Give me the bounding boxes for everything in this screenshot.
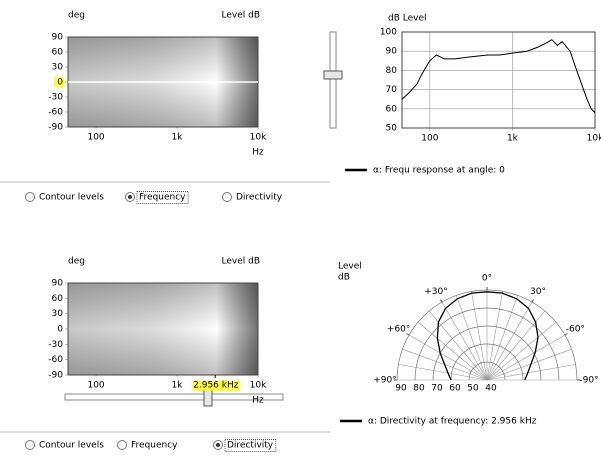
radio-button[interactable]: [223, 193, 232, 202]
r-tick-label: 80: [413, 384, 425, 394]
angle-tick-label: -90°: [579, 376, 598, 386]
x-tick-label: 10k: [587, 134, 601, 144]
radio-dot: [128, 195, 132, 199]
y-tick-label: 30: [52, 63, 64, 73]
y-tick-label: -90: [48, 371, 63, 381]
x-tick-label: 10k: [250, 381, 267, 391]
radio-button[interactable]: [26, 441, 35, 450]
y-tick-label: -60: [48, 355, 63, 365]
angle-tick-label: +90°: [373, 376, 397, 386]
z-axis-label: Level dB: [221, 257, 260, 267]
radio-label[interactable]: Frequency: [131, 441, 178, 451]
x-tick-label: 100: [87, 133, 104, 143]
y-tick-label: 80: [386, 66, 398, 76]
x-tick-label: 1k: [172, 133, 184, 143]
radio-label[interactable]: Directivity: [227, 441, 274, 451]
r-tick-label: 70: [431, 384, 443, 394]
y-axis-label: deg: [68, 11, 85, 21]
y-tick-label: -30: [48, 340, 63, 350]
angle-tick-label: +60°: [387, 325, 411, 335]
frequency-slider[interactable]: [65, 388, 283, 406]
response-line: [402, 40, 595, 113]
angle-tick-label: 30°: [530, 287, 546, 297]
y-tick-label: 50: [386, 124, 398, 134]
radio-label[interactable]: Contour levels: [39, 441, 104, 451]
app-window: 90 60 30 0 -30 -60 -90 100 1k 10k deg Level dB Hz 100…: [0, 0, 601, 456]
y-axis-label: dB Level: [388, 14, 427, 24]
r-tick-label: 90: [395, 384, 407, 394]
r-tick-label: 60: [449, 384, 461, 394]
angle-tick-label: +30°: [424, 287, 448, 297]
x-tick-label: 10k: [250, 133, 267, 143]
legend-label: α: Frequ response at angle: 0: [373, 166, 505, 176]
radio-button[interactable]: [118, 441, 127, 450]
r-tick-label: 50: [467, 384, 479, 394]
radio-label[interactable]: Directivity: [236, 193, 283, 203]
angle-tick-label: -60°: [566, 325, 585, 335]
x-axis-label: Hz: [252, 148, 264, 158]
y-tick-label: 60: [52, 294, 64, 304]
radio-label[interactable]: Contour levels: [39, 193, 104, 203]
y-tick-label: 70: [386, 85, 398, 95]
y-axis-label: deg: [68, 257, 85, 267]
y-tick-label: 100: [380, 28, 397, 38]
y-tick-label: 90: [52, 279, 64, 289]
x-tick-label: 100: [87, 381, 104, 391]
frequency-marker-label: 2.956 kHz: [193, 381, 239, 391]
r-axis-unit: dB: [338, 273, 350, 283]
x-tick-label: 1k: [507, 134, 519, 144]
y-tick-label: -30: [48, 93, 63, 103]
r-axis-label: Level: [338, 262, 362, 272]
y-tick-label: 90: [386, 47, 398, 57]
z-axis-label: Level dB: [221, 11, 260, 21]
angle-tick: [532, 299, 534, 302]
radio-label[interactable]: Frequency: [139, 193, 186, 203]
y-tick-label: 0: [57, 78, 63, 88]
y-tick-label: -60: [48, 108, 63, 118]
y-tick-label: 90: [52, 33, 64, 43]
legend-label: α: Directivity at frequency: 2.956 kHz: [368, 417, 537, 427]
heatmap-shade: [68, 283, 258, 375]
angle-tick: [441, 299, 443, 302]
x-axis-label: Hz: [252, 396, 264, 406]
y-tick-label: 30: [52, 309, 64, 319]
y-tick-label: 60: [386, 104, 398, 114]
y-tick-label: 60: [52, 48, 64, 58]
x-tick-label: 100: [421, 134, 438, 144]
angle-tick-label: 0°: [482, 274, 492, 284]
angle-slider[interactable]: [324, 32, 342, 128]
x-tick-label: 1k: [172, 381, 184, 391]
radio-button[interactable]: [26, 193, 35, 202]
radio-dot: [216, 443, 220, 447]
r-tick-label: 40: [485, 384, 497, 394]
y-tick-label: 0: [57, 325, 63, 335]
y-tick-label: -90: [48, 123, 63, 133]
